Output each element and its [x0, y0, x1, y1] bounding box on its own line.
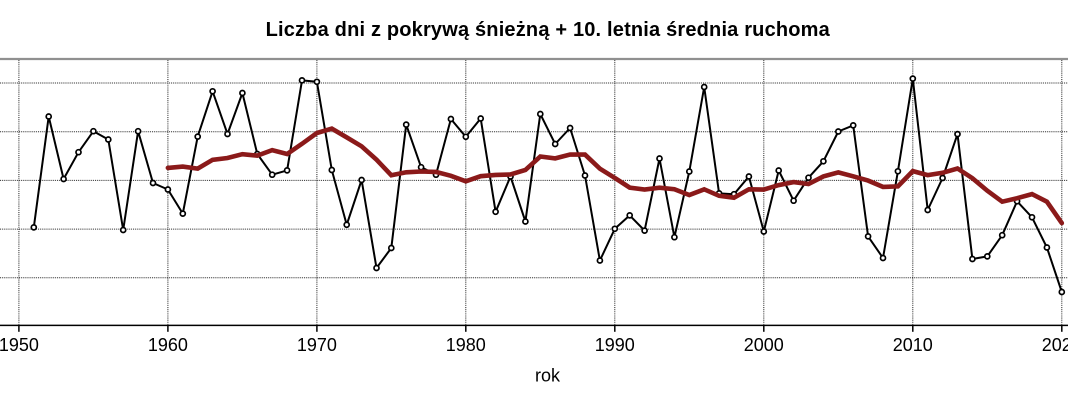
svg-text:1950: 1950 — [0, 335, 39, 355]
svg-text:1990: 1990 — [595, 335, 635, 355]
svg-text:2010: 2010 — [893, 335, 933, 355]
svg-text:1960: 1960 — [148, 335, 188, 355]
svg-text:1980: 1980 — [446, 335, 486, 355]
svg-text:1970: 1970 — [297, 335, 337, 355]
svg-text:2000: 2000 — [744, 335, 784, 355]
svg-text:rok: rok — [535, 366, 561, 386]
svg-text:2020: 2020 — [1042, 335, 1068, 355]
svg-text:Liczba dni z pokrywą śnieżną +: Liczba dni z pokrywą śnieżną + 10. letni… — [266, 19, 831, 41]
